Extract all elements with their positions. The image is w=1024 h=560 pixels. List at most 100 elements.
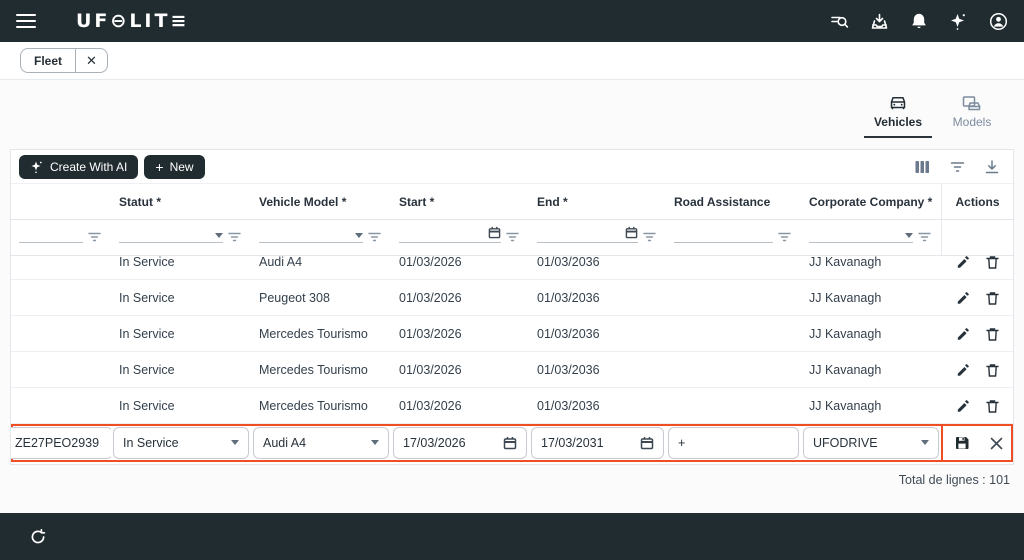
filter-menu-icon[interactable]	[228, 232, 241, 242]
top-navbar: UF⊖LIT≡	[0, 0, 1024, 42]
cancel-x-icon[interactable]	[990, 437, 1003, 450]
col-header-corporate-company: Corporate Company *	[809, 194, 933, 209]
filter-statut-input[interactable]	[119, 225, 212, 240]
edit-pencil-icon[interactable]	[956, 399, 970, 413]
chevron-down-icon[interactable]	[905, 232, 913, 238]
statut-select[interactable]: In Service	[113, 427, 249, 459]
cell-end: 01/03/2036	[537, 256, 600, 269]
filter-end-input[interactable]	[537, 225, 622, 240]
chevron-down-icon[interactable]	[215, 232, 223, 238]
table-filter-row	[11, 220, 1013, 256]
search-list-icon[interactable]	[830, 12, 849, 31]
col-header-start: Start *	[399, 194, 435, 209]
delete-trash-icon[interactable]	[986, 399, 999, 413]
calendar-icon[interactable]	[488, 226, 501, 239]
delete-trash-icon[interactable]	[986, 291, 999, 305]
col-header-road-assistance: Road Assistance	[674, 194, 771, 209]
cell-start: 01/03/2026	[399, 326, 462, 341]
calendar-icon[interactable]	[625, 226, 638, 239]
edit-pencil-icon[interactable]	[956, 327, 970, 341]
cell-corporate: JJ Kavanagh	[809, 290, 882, 305]
table-row[interactable]: In Service Mercedes Tourismo 01/03/2026 …	[11, 352, 1013, 388]
filter-road-assistance-input[interactable]	[674, 225, 773, 240]
edit-pencil-icon[interactable]	[956, 291, 970, 305]
columns-icon[interactable]	[915, 160, 930, 174]
cell-statut: In Service	[119, 256, 175, 269]
filter-menu-icon[interactable]	[918, 232, 931, 242]
main-content: Vehicles Models Create With AI + New	[0, 81, 1024, 513]
cell-model: Audi A4	[259, 256, 303, 269]
cell-end: 01/03/2036	[537, 398, 600, 413]
account-icon[interactable]	[989, 12, 1008, 31]
car-icon	[890, 97, 906, 110]
delete-trash-icon[interactable]	[986, 256, 999, 269]
cell-statut: In Service	[119, 326, 175, 341]
col-header-end: End *	[537, 194, 568, 209]
tab-close-icon[interactable]: ✕	[75, 49, 107, 72]
filter-icon[interactable]	[950, 161, 965, 173]
tab-vehicles-label: Vehicles	[873, 115, 923, 129]
filter-menu-icon[interactable]	[88, 232, 101, 242]
new-label: New	[169, 159, 194, 174]
col-header-actions: Actions	[941, 184, 1013, 219]
sparkle-icon	[31, 161, 42, 173]
chevron-down-icon[interactable]	[355, 232, 363, 238]
table-row[interactable]: In Service Mercedes Tourismo 01/03/2026 …	[11, 316, 1013, 352]
vehicles-table-card: Create With AI + New	[10, 149, 1014, 465]
tab-vehicles[interactable]: Vehicles	[864, 89, 932, 138]
filter-menu-icon[interactable]	[643, 232, 656, 242]
app-logo: UF⊖LIT≡	[76, 10, 190, 32]
col-header-vehicle-model: Vehicle Model *	[259, 194, 347, 209]
tab-fleet[interactable]: Fleet ✕	[20, 48, 108, 73]
table-row[interactable]: In Service Audi A4 01/03/2026 01/03/2036…	[11, 256, 1013, 280]
filter-menu-icon[interactable]	[368, 232, 381, 242]
edit-pencil-icon[interactable]	[956, 363, 970, 377]
refresh-icon[interactable]	[30, 528, 46, 545]
start-date-field[interactable]: 17/03/2026	[393, 427, 527, 459]
table-row[interactable]: In Service Peugeot 308 01/03/2026 01/03/…	[11, 280, 1013, 316]
save-icon[interactable]	[954, 435, 970, 451]
cell-statut: In Service	[119, 362, 175, 377]
cell-model: Mercedes Tourismo	[259, 326, 368, 341]
filter-menu-icon[interactable]	[506, 232, 519, 242]
cell-statut: In Service	[119, 290, 175, 305]
car-model-icon	[962, 96, 981, 111]
create-with-ai-button[interactable]: Create With AI	[19, 154, 139, 179]
cell-end: 01/03/2036	[537, 362, 600, 377]
registration-input[interactable]	[15, 436, 103, 450]
filter-corporate-input[interactable]	[809, 225, 902, 240]
new-button[interactable]: + New	[144, 154, 205, 179]
chevron-down-icon	[231, 439, 239, 445]
calendar-icon[interactable]	[503, 436, 517, 450]
page-tab-strip: Fleet ✕	[0, 42, 1024, 80]
filter-menu-icon[interactable]	[778, 232, 791, 242]
delete-trash-icon[interactable]	[986, 363, 999, 377]
edit-pencil-icon[interactable]	[956, 256, 970, 269]
notifications-bell-icon[interactable]	[910, 12, 928, 31]
download-icon[interactable]	[985, 159, 999, 174]
calendar-icon[interactable]	[640, 436, 654, 450]
cell-model: Mercedes Tourismo	[259, 362, 368, 377]
hamburger-menu-icon[interactable]	[16, 14, 36, 28]
table-header-row: Statut * Vehicle Model * Start * End * R…	[11, 184, 1013, 220]
road-assistance-input[interactable]	[678, 436, 789, 450]
import-icon[interactable]	[870, 12, 889, 31]
cell-corporate: JJ Kavanagh	[809, 398, 882, 413]
filter-model-input[interactable]	[259, 225, 352, 240]
filter-registration-input[interactable]	[19, 225, 83, 240]
end-date-field[interactable]: 17/03/2031	[531, 427, 664, 459]
chevron-down-icon	[371, 439, 379, 445]
chevron-down-icon	[921, 439, 929, 445]
view-tabs: Vehicles Models	[864, 89, 1006, 138]
cell-end: 01/03/2036	[537, 290, 600, 305]
filter-start-input[interactable]	[399, 225, 485, 240]
cell-start: 01/03/2026	[399, 290, 462, 305]
ai-sparkle-icon[interactable]	[949, 12, 968, 31]
delete-trash-icon[interactable]	[986, 327, 999, 341]
tab-models[interactable]: Models	[938, 89, 1006, 138]
table-row[interactable]: In Service Mercedes Tourismo 01/03/2026 …	[11, 388, 1013, 424]
col-header-statut: Statut *	[119, 194, 161, 209]
vehicle-model-select[interactable]: Audi A4	[253, 427, 389, 459]
create-with-ai-label: Create With AI	[50, 159, 128, 174]
corporate-company-select[interactable]: UFODRIVE	[803, 427, 939, 459]
